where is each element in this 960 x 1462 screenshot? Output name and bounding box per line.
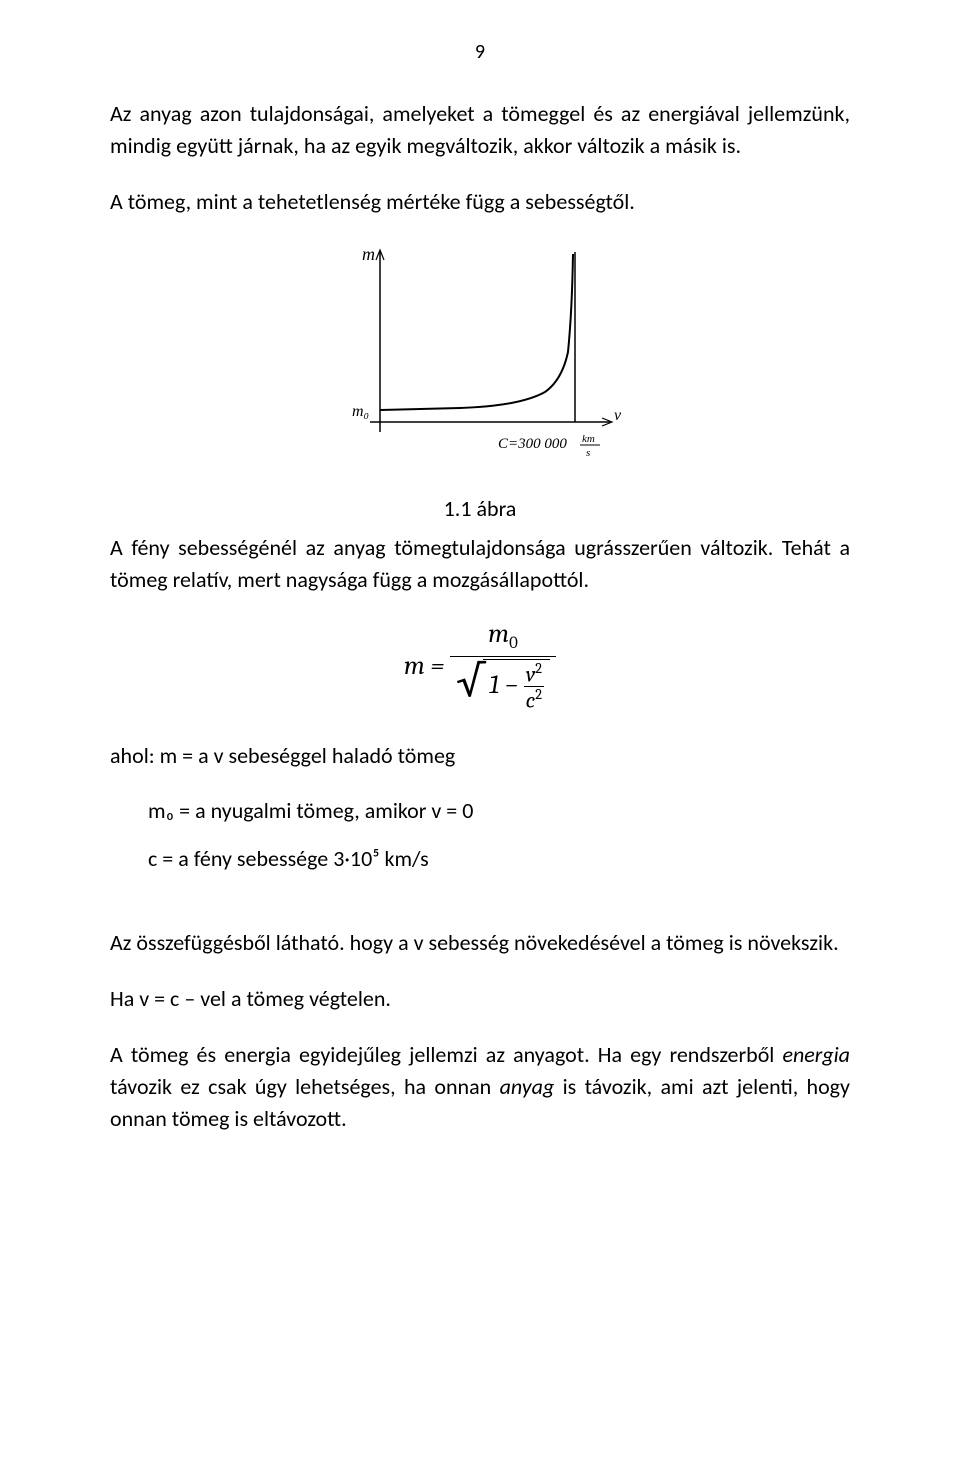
formula-v: v [526,661,536,687]
c-label-text: C=300 000 [498,436,567,452]
y-axis-label: m [362,244,375,264]
definition-c: c = a fény sebessége 3·10⁵ km/s [148,843,850,875]
definition-where: ahol: m = a v sebeséggel haladó tömeg [110,740,850,772]
x-axis-label: v [614,407,622,424]
formula-v-sup: 2 [535,660,542,677]
formula-c-sup: 2 [535,686,542,703]
formula-one-minus: 1 − [489,670,524,700]
figure-caption: 1.1 ábra [110,495,850,522]
definition-list: m₀ = a nyugalmi tömeg, amikor v = 0 c = … [148,795,850,875]
formula-sqrt: √ 1 − v2 c2 [456,659,550,712]
formula-fraction: m0 √ 1 − v2 c2 [450,619,556,711]
page-number: 9 [110,40,850,64]
p9-pre: A tömeg és energia egyidejűleg jellemzi … [110,1041,782,1068]
formula-num-sub: 0 [509,635,518,654]
paragraph-7: Az összefüggésből látható. hogy a v sebe… [110,927,850,959]
paragraph-9: A tömeg és energia egyidejűleg jellemzi … [110,1039,850,1135]
relativistic-mass-formula: m = m0 √ 1 − v2 c2 [110,619,850,711]
formula-equals: = [430,651,444,681]
radical-sign: √ [456,659,485,712]
formula-c: c [526,687,536,713]
paragraph-1: Az anyag azon tulajdonságai, amelyeket a… [110,98,850,162]
formula-inner-frac: v2 c2 [524,662,544,712]
figure-mass-velocity-graph: m m₀ v C=300 000 km s [110,242,850,477]
y0-label: m₀ [352,403,369,420]
paragraph-2: A tömeg, mint a tehetetlenség mértéke fü… [110,186,850,218]
paragraph-8: Ha v = c – vel a tömeg végtelen. [110,983,850,1015]
formula-num-var: m [488,619,509,649]
graph-svg: m m₀ v C=300 000 km s [330,242,630,472]
definition-m0: m₀ = a nyugalmi tömeg, amikor v = 0 [148,795,850,827]
p9-italic-1: energia [782,1041,850,1068]
p9-italic-2: anyag [500,1073,555,1100]
svg-text:km: km [582,433,595,445]
svg-text:s: s [586,447,590,459]
paragraph-3: A fény sebességénél az anyag tömegtulajd… [110,532,850,596]
formula-lhs: m [404,651,425,681]
spacer [110,899,850,927]
p9-mid: távozik ez csak úgy lehetséges, ha onnan [110,1073,500,1100]
page-body: 9 Az anyag azon tulajdonságai, amelyeket… [0,0,960,1462]
